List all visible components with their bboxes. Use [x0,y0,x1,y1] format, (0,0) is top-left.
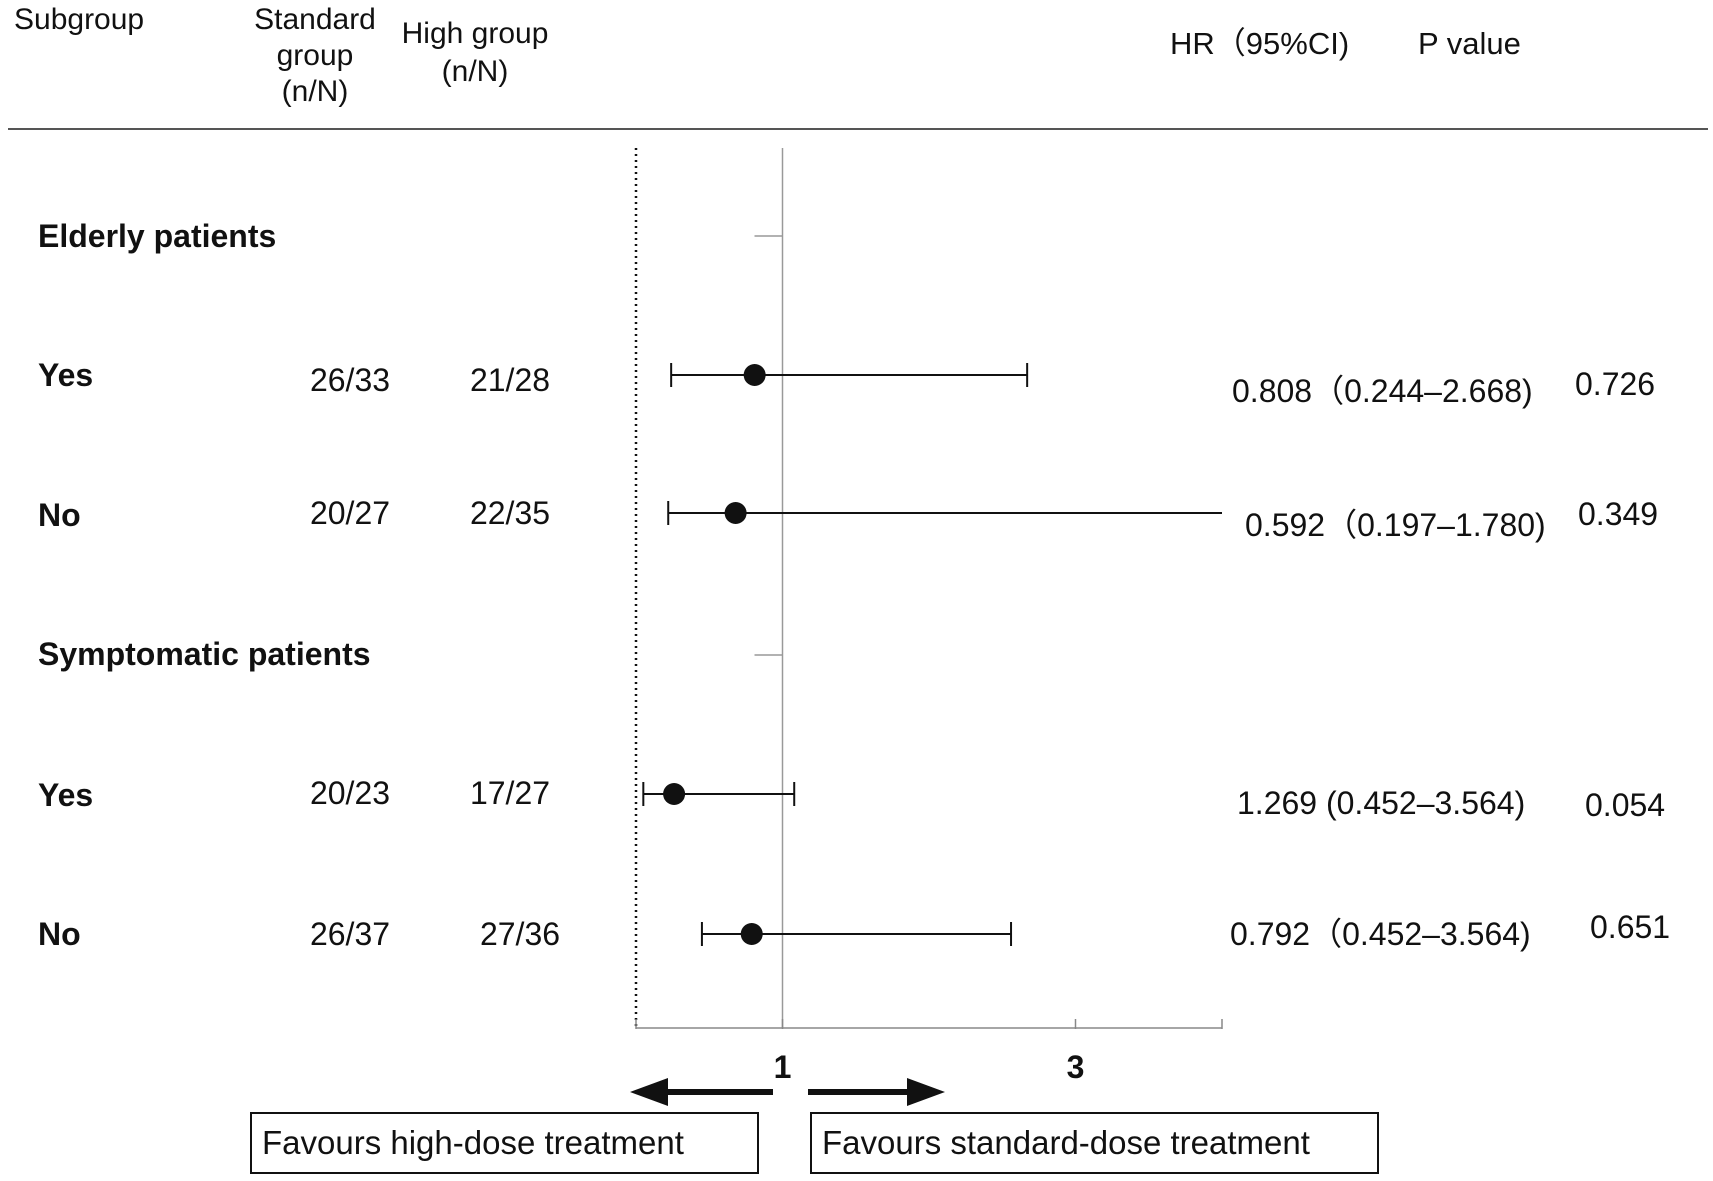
row-p-value: 0.726 [1575,366,1656,402]
x-tick-label: 1 [774,1049,792,1085]
row-hr-ci: 0.792（0.452–3.564) [1230,916,1531,952]
arrow-left-head [630,1078,668,1106]
row-hr-ci: 0.592（0.197–1.780) [1245,507,1546,543]
header-standard-line3: (n/N) [281,75,349,108]
header-high-group: High group (n/N) [400,14,550,92]
row-label: No [38,497,81,533]
header-p-value: P value [1418,26,1521,61]
row-standard: 26/33 [309,362,391,398]
row-p-value: 0.054 [1585,787,1666,823]
hr-point [743,364,766,386]
hr-point [663,783,686,805]
row-p-value: 0.349 [1578,496,1659,532]
hr-point [740,923,763,945]
row-label: Yes [38,357,94,393]
row-standard: 26/37 [309,916,391,952]
header-divider [8,128,1708,130]
row-high: 22/35 [469,495,551,531]
row-label: Yes [38,777,94,813]
header-subgroup: Subgroup [14,3,145,36]
row-high: 21/28 [469,362,551,398]
row-hr-ci: 1.269 (0.452–3.564) [1237,785,1526,821]
row-standard: 20/23 [309,775,391,811]
row-high: 17/27 [469,775,551,811]
group-label-symptomatic: Symptomatic patients [38,636,371,672]
header-high-line1: High group [401,17,549,50]
favours-high-dose-label: Favours high-dose treatment [250,1112,759,1174]
header-standard-group: Standard group (n/N) [240,0,390,112]
row-p-value: 0.651 [1590,909,1671,945]
header-standard-line1: Standard [254,3,376,36]
arrow-right-head [907,1078,945,1106]
header-hr: HR（95%CI) [1170,26,1350,61]
row-high: 27/36 [479,916,561,952]
x-tick-label: 3 [1067,1049,1085,1085]
header-standard-line2: group [276,39,354,72]
row-label: No [38,916,81,952]
row-hr-ci: 0.808（0.244–2.668) [1232,373,1533,409]
favours-standard-dose-label: Favours standard-dose treatment [810,1112,1379,1174]
row-standard: 20/27 [309,495,391,531]
group-label-elderly: Elderly patients [38,218,277,254]
hr-point [724,502,747,524]
header-high-line2: (n/N) [441,55,509,88]
